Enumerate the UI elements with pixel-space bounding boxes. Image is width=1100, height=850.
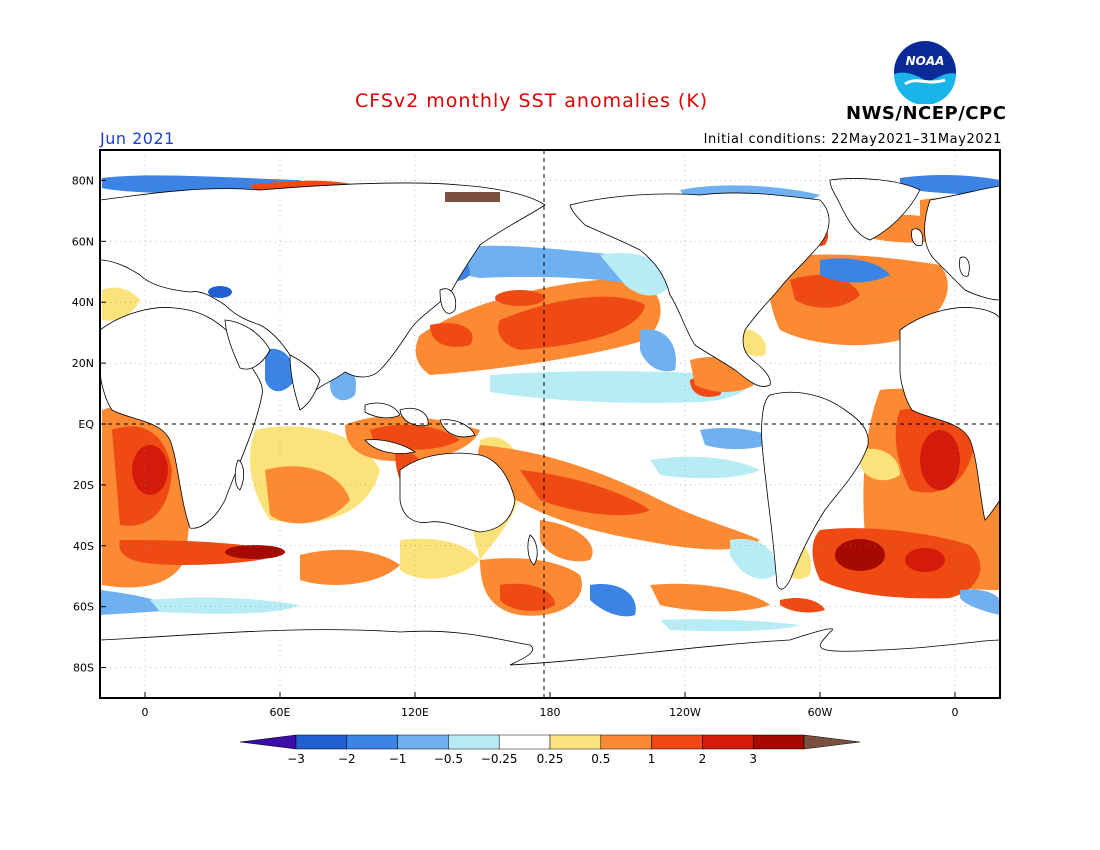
lat-tick-label: 60N xyxy=(72,235,94,248)
colorbar-label: −0.5 xyxy=(434,752,463,766)
lon-tick-label: 180 xyxy=(540,706,561,719)
colorbar-label: −1 xyxy=(389,752,407,766)
lon-tick-label: 60W xyxy=(808,706,833,719)
colorbar-label: −2 xyxy=(338,752,356,766)
lat-tick-label: 40S xyxy=(73,540,94,553)
colorbar-max-triangle xyxy=(803,734,861,750)
lat-tick-label: 80N xyxy=(72,174,94,187)
map-canvas xyxy=(100,150,1000,698)
colorbar-box xyxy=(295,734,348,750)
colorbar-box xyxy=(448,734,500,750)
lon-tick-label: 60E xyxy=(270,706,291,719)
logo-text: NOAA xyxy=(906,54,945,68)
agency-label: NWS/NCEP/CPC xyxy=(846,103,1007,124)
colorbar: −3 −2 −1 −0.5 −0.25 0.25 0.5 1 2 3 xyxy=(239,734,861,766)
colorbar-box xyxy=(397,734,449,750)
colorbar-box xyxy=(651,734,703,750)
lat-tick-label: 80S xyxy=(73,662,94,675)
colorbar-box xyxy=(752,734,805,750)
colorbar-box xyxy=(600,734,652,750)
colorbar-label: −3 xyxy=(287,752,305,766)
month-label: Jun 2021 xyxy=(100,129,175,148)
lat-tick-label: 20N xyxy=(72,357,94,370)
lat-tick-label: 20S xyxy=(73,479,94,492)
longitude-axis: 0 60E 120E 180 120W 60W 0 xyxy=(142,692,959,719)
noaa-logo: NOAA xyxy=(894,41,956,104)
lon-tick-label: 120E xyxy=(401,706,429,719)
lon-tick-label: 120W xyxy=(669,706,701,719)
latitude-axis: 80N 60N 40N 20N EQ 20S 40S 60S 80S xyxy=(72,174,106,675)
arctic-extreme-patch xyxy=(445,192,500,202)
lon-tick-label: 0 xyxy=(952,706,959,719)
lat-tick-label: EQ xyxy=(78,418,94,431)
colorbar-label: −0.25 xyxy=(481,752,518,766)
colorbar-box xyxy=(498,734,551,750)
lat-tick-label: 40N xyxy=(72,296,94,309)
graticule xyxy=(100,150,1000,698)
chart-title: CFSv2 monthly SST anomalies (K) xyxy=(355,90,709,112)
colorbar-label: 1 xyxy=(648,752,656,766)
colorbar-min-triangle xyxy=(239,734,297,750)
lat-tick-label: 60S xyxy=(73,601,94,614)
colorbar-label: 0.25 xyxy=(537,752,564,766)
colorbar-label: 2 xyxy=(699,752,707,766)
initial-conditions-label: Initial conditions: 22May2021–31May2021 xyxy=(703,132,1002,147)
black-sea-patch xyxy=(208,286,232,298)
colorbar-label: 3 xyxy=(749,752,757,766)
colorbar-box xyxy=(549,734,602,750)
colorbar-box xyxy=(346,734,398,750)
lon-tick-label: 0 xyxy=(142,706,149,719)
land-masses xyxy=(100,178,1000,698)
colorbar-box xyxy=(702,734,754,750)
colorbar-label: 0.5 xyxy=(591,752,610,766)
